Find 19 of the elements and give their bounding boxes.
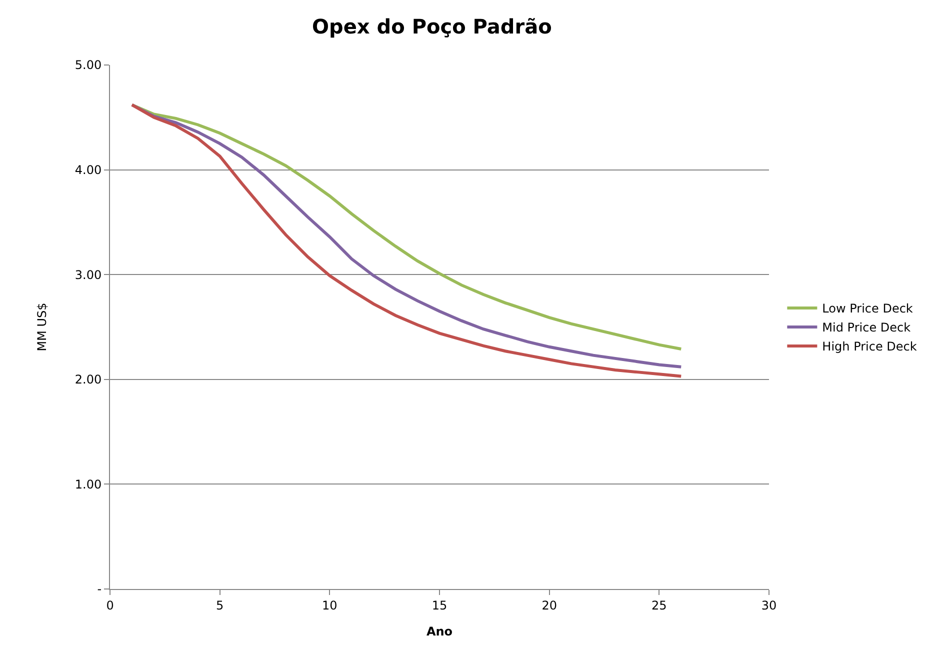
- chart-title: Opex do Poço Padrão: [312, 14, 552, 38]
- y-axis-title: MM US$: [35, 302, 50, 352]
- x-tick-label: 25: [652, 598, 667, 612]
- x-tick-label: 0: [106, 598, 114, 612]
- y-tick-label: 4.00: [74, 163, 102, 177]
- x-tick-label: 20: [542, 598, 557, 612]
- x-tick-label: 30: [761, 598, 777, 612]
- x-tick-label: 5: [216, 598, 224, 612]
- y-tick-label: 2.00: [74, 372, 102, 387]
- x-tick-label: 15: [432, 598, 448, 612]
- y-tick-label: 1.00: [74, 477, 102, 492]
- y-tick-label: 3.00: [74, 268, 102, 282]
- y-tick-label: 5.00: [74, 58, 102, 72]
- y-tick-label: -: [97, 582, 102, 596]
- x-tick-label: 10: [322, 598, 338, 612]
- legend-label: High Price Deck: [822, 340, 917, 354]
- legend-label: Low Price Deck: [822, 302, 913, 316]
- x-axis-title: Ano: [426, 624, 453, 638]
- legend-label: Mid Price Deck: [822, 320, 911, 335]
